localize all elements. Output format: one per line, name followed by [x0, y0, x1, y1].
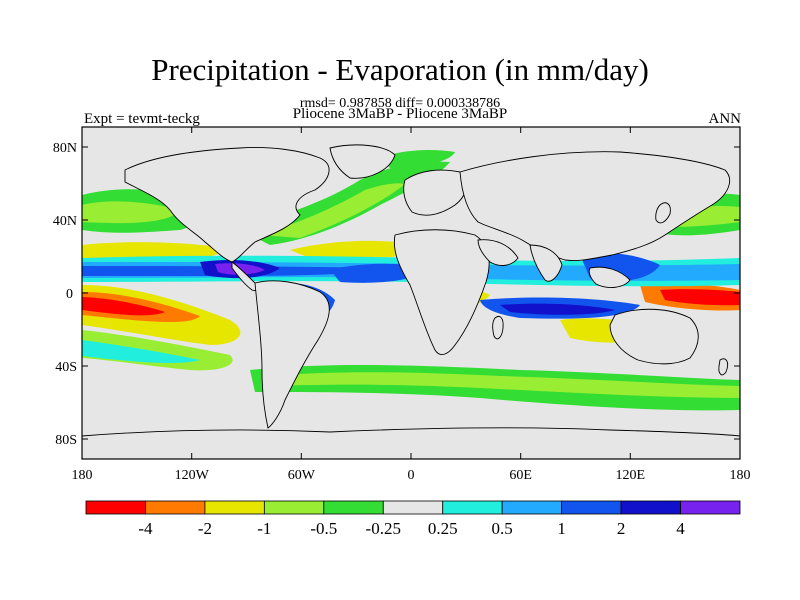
colorbar-label: -0.25: [366, 519, 401, 538]
colorbar-label: 0.5: [492, 519, 513, 538]
ytick-label-80n: 80N: [53, 141, 77, 156]
ytick-label-80s: 80S: [55, 433, 77, 448]
stats-line: rmsd= 0.987858 diff= 0.000338786: [299, 96, 501, 111]
colorbar-swatch: [323, 500, 384, 515]
japan: [655, 202, 671, 224]
experiment-label: Expt = tevmt-teckg: [84, 111, 200, 127]
colorbar-label: -0.5: [310, 519, 337, 538]
colorbar-label: 2: [617, 519, 626, 538]
australia: [609, 308, 699, 365]
colorbar-swatch: [680, 500, 741, 515]
colorbar-label: 0.25: [428, 519, 458, 538]
field-w-pacific-red: [660, 289, 740, 306]
africa: [393, 229, 490, 356]
colorbar-swatch: [620, 500, 681, 515]
colorbar-label: 4: [676, 519, 685, 538]
xtick-label-60w: 60W: [288, 468, 316, 483]
field-n-pacific-light: [82, 201, 180, 224]
xtick-label-180w: 180: [72, 468, 93, 483]
field-s-hemi-light-band: [270, 372, 740, 398]
india: [529, 244, 563, 282]
colorbar-swatch: [263, 500, 325, 515]
colorbar-swatch: [561, 500, 622, 515]
colorbar-label: 1: [557, 519, 566, 538]
ytick-label-0: 0: [66, 287, 73, 302]
field-s-pacific-red: [82, 297, 165, 316]
xtick-label-120w: 120W: [175, 468, 210, 483]
xtick-label-0: 0: [408, 468, 415, 483]
xtick-label-60e: 60E: [509, 468, 532, 483]
antarctica: [82, 427, 740, 459]
asia: [459, 151, 730, 261]
xtick-label-120e: 120E: [616, 468, 646, 483]
colorbar-label: -1: [257, 519, 271, 538]
field-indian-indigo: [500, 303, 615, 315]
continents: [82, 144, 740, 459]
europe: [403, 169, 467, 216]
colorbar-swatch: [204, 500, 265, 515]
season-label: ANN: [708, 111, 742, 127]
arabia: [477, 239, 519, 266]
colorbar-swatch: [442, 500, 503, 515]
field-southern-cyan: [82, 340, 200, 363]
new-zealand: [718, 358, 729, 376]
field-arctic-green: [380, 150, 455, 168]
colorbar-label: -2: [198, 519, 212, 538]
north-america: [124, 147, 330, 263]
colorbar-swatch: [501, 500, 563, 515]
colorbar-swatch: [85, 500, 146, 515]
colorbar-swatch: [145, 500, 206, 515]
southeast-asia-islands: [588, 266, 631, 288]
colorbar: -4 -2 -1 -0.5 -0.25 0.25 0.5 1 2 4: [85, 500, 741, 538]
map-title: Precipitation - Evaporation (in mm/day): [151, 52, 649, 87]
colorbar-label: -4: [138, 519, 153, 538]
tick-marks: [81, 127, 741, 459]
ytick-label-40s: 40S: [55, 360, 77, 375]
xtick-label-180e: 180: [730, 468, 751, 483]
colorbar-swatch: [382, 500, 444, 515]
field-n-atlantic-light: [260, 183, 405, 238]
south-america: [254, 280, 330, 429]
ytick-label-40n: 40N: [53, 214, 77, 229]
greenland: [329, 144, 396, 179]
period-label: Pliocene 3MaBP - Pliocene 3MaBP: [292, 106, 508, 122]
madagascar: [492, 316, 504, 340]
